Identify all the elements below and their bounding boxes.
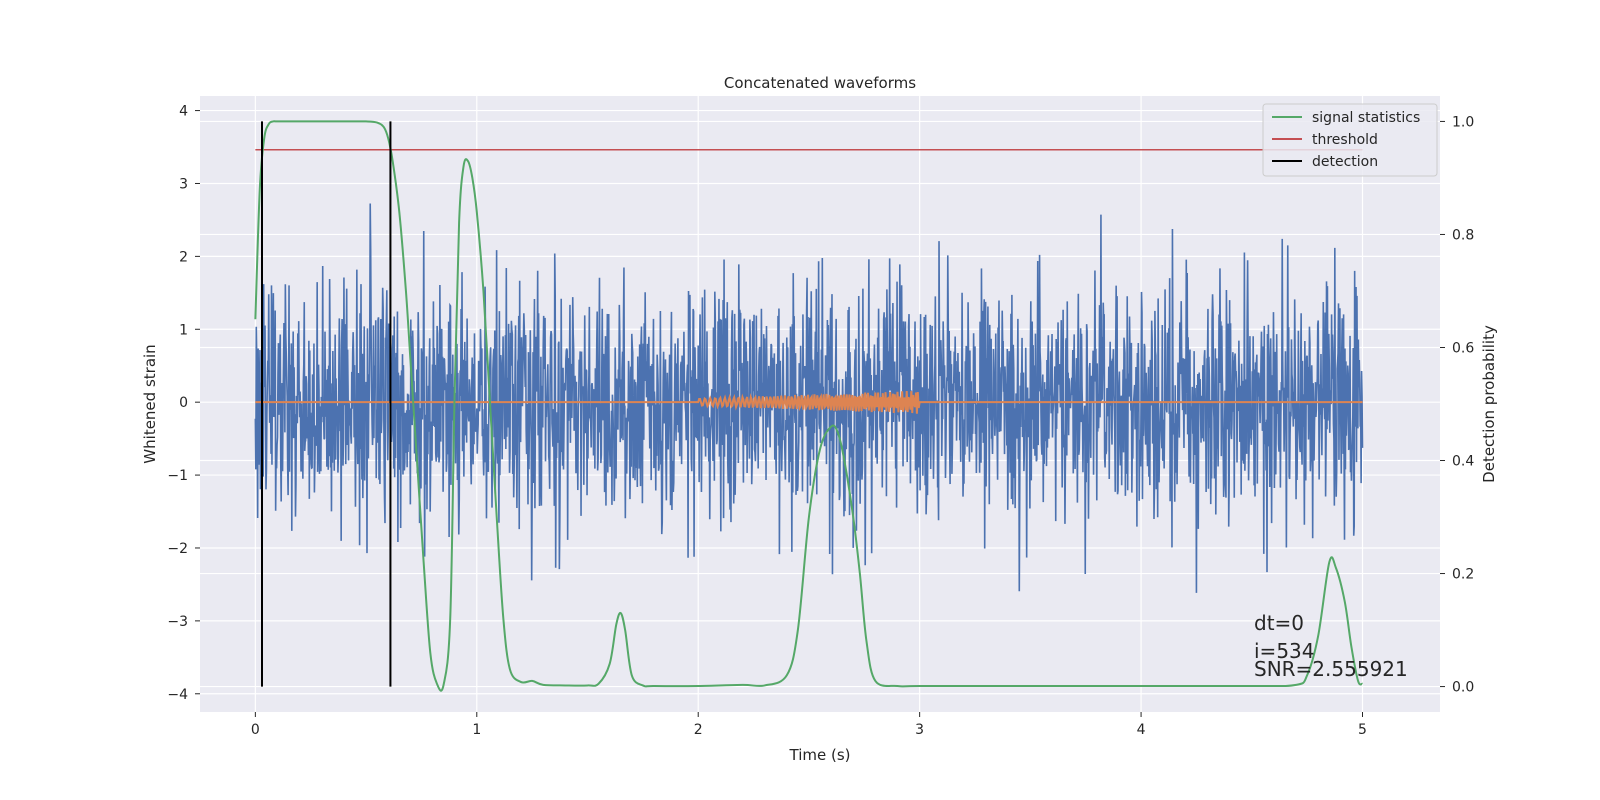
y2-axis-label: Detection probability — [1480, 325, 1498, 483]
legend-label-detection: detection — [1312, 154, 1378, 170]
y-tick-label: 3 — [179, 176, 188, 192]
y-tick-label: 1 — [179, 322, 188, 338]
annotation-block: dt=0 i=534 SNR=2.555921 — [1254, 611, 1408, 681]
signal-statistics-series — [254, 120, 1364, 692]
x-tick-label: 3 — [915, 722, 924, 738]
injected-waveform-series — [255, 391, 1363, 414]
x-tick-label: 5 — [1358, 722, 1367, 738]
signal-statistics-line — [254, 120, 1364, 692]
y2-tick-label: 0.8 — [1452, 227, 1474, 243]
y-axis-label: Whitened strain — [141, 344, 159, 463]
x-tick-label: 2 — [694, 722, 703, 738]
chart-title: Concatenated waveforms — [724, 74, 916, 92]
legend: signal statistics threshold detection — [1262, 103, 1438, 177]
y-tick-label: −2 — [167, 541, 188, 557]
whitened-strain-series — [254, 203, 1364, 593]
y-tick-label: −4 — [167, 687, 188, 703]
y2-tick-label: 0.2 — [1452, 567, 1474, 583]
x-axis-label: Time (s) — [789, 746, 851, 764]
y-tick-label: −1 — [167, 468, 188, 484]
legend-box — [1262, 103, 1438, 177]
y-tick-label: −3 — [167, 614, 188, 630]
y2-tick-label: 0.0 — [1452, 680, 1474, 696]
strain-line — [254, 203, 1364, 593]
y2-tick-label: 1.0 — [1452, 114, 1474, 130]
x-tick-label: 4 — [1137, 722, 1146, 738]
x-tick-label: 1 — [472, 722, 481, 738]
annotation-dt: dt=0 — [1254, 611, 1304, 635]
annotation-index: i=534 — [1254, 639, 1315, 663]
y-tick-label: 2 — [179, 249, 188, 265]
detection-series — [261, 121, 392, 687]
y-tick-label: 4 — [179, 104, 188, 120]
legend-label-signal-statistics: signal statistics — [1312, 110, 1420, 126]
y2-tick-label: 0.4 — [1452, 454, 1474, 470]
y-tick-label: 0 — [179, 395, 188, 411]
x-tick-label: 0 — [251, 722, 260, 738]
axes: 0 1 2 3 4 5 −4 −3 −2 −1 0 1 2 3 4 0.0 0.2 0.4 0.6 0.8 1.0 — [167, 104, 1474, 738]
y2-tick-label: 0.6 — [1452, 340, 1474, 356]
legend-label-threshold: threshold — [1312, 132, 1378, 148]
annotation-snr: SNR=2.555921 — [1254, 657, 1408, 681]
waveform-line — [255, 391, 1363, 414]
